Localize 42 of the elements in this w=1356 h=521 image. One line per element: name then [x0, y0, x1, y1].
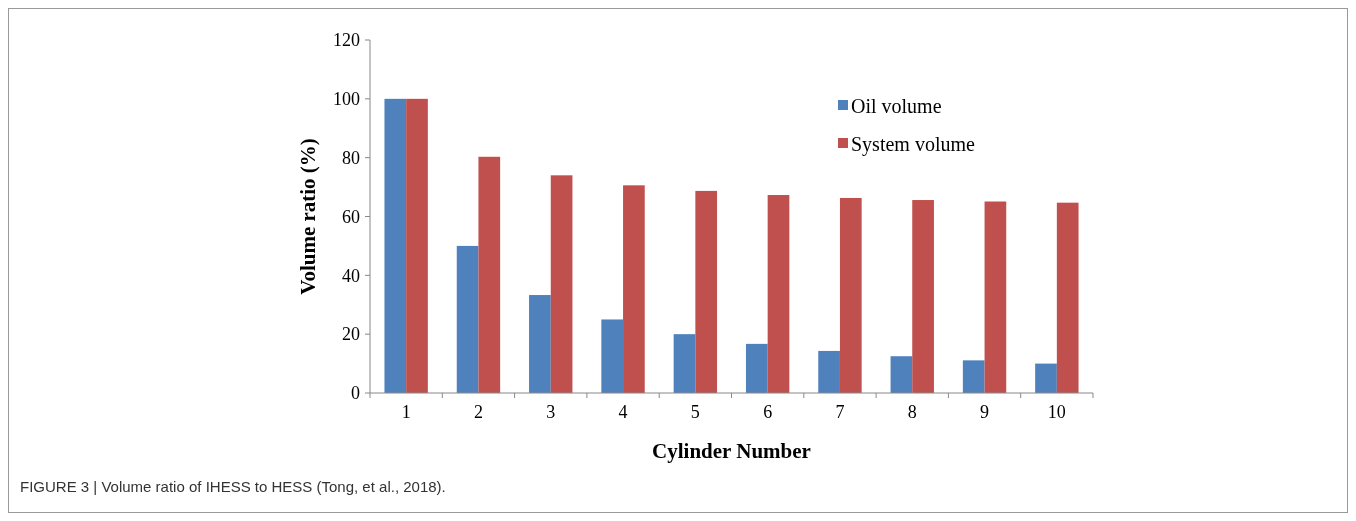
bar: [406, 98, 428, 393]
y-tick-label: 20: [342, 324, 360, 345]
bar: [818, 350, 840, 393]
y-tick-label: 120: [333, 30, 360, 51]
bar: [1035, 363, 1057, 393]
caption: FIGURE 3 | Volume ratio of IHESS to HESS (Tong, et al., 2018).: [20, 478, 446, 495]
x-tick-label: 7: [835, 402, 845, 422]
bar: [962, 360, 985, 393]
bar: [623, 185, 645, 393]
bar: [478, 156, 501, 393]
bar: [384, 98, 407, 393]
x-tick-label: 6: [763, 402, 773, 422]
bar: [1056, 202, 1079, 393]
x-tick-label: 5: [690, 402, 700, 422]
bar: [839, 197, 862, 393]
legend-label: System volume: [851, 133, 976, 156]
legend-label: Oil volume: [851, 95, 942, 117]
bar: [601, 319, 624, 393]
x-axis-title: Cylinder Number: [652, 439, 811, 463]
y-tick-label: 40: [342, 265, 360, 286]
x-tick-label: 4: [618, 402, 628, 422]
y-tick-label: 0: [351, 383, 360, 404]
x-tick-label: 2: [473, 402, 483, 422]
bar: [673, 334, 696, 393]
bar: [550, 175, 573, 393]
y-tick-label: 100: [333, 89, 360, 110]
bar: [890, 356, 913, 393]
bar: [767, 195, 790, 393]
x-tick-label: 3: [546, 402, 556, 422]
y-axis-title: Volume ratio (%): [296, 138, 320, 295]
x-tick-label: 1: [401, 402, 411, 422]
y-tick-label: 60: [342, 206, 360, 227]
x-tick-label: 8: [907, 402, 917, 422]
y-tick-label: 80: [342, 147, 360, 168]
x-tick-label: 10: [1047, 402, 1066, 422]
bar: [456, 245, 479, 393]
bar: [695, 190, 718, 393]
bar: [745, 343, 768, 393]
bar: [984, 201, 1007, 393]
x-tick-label: 9: [980, 402, 990, 422]
bar: [529, 295, 551, 393]
bar: [912, 200, 934, 393]
